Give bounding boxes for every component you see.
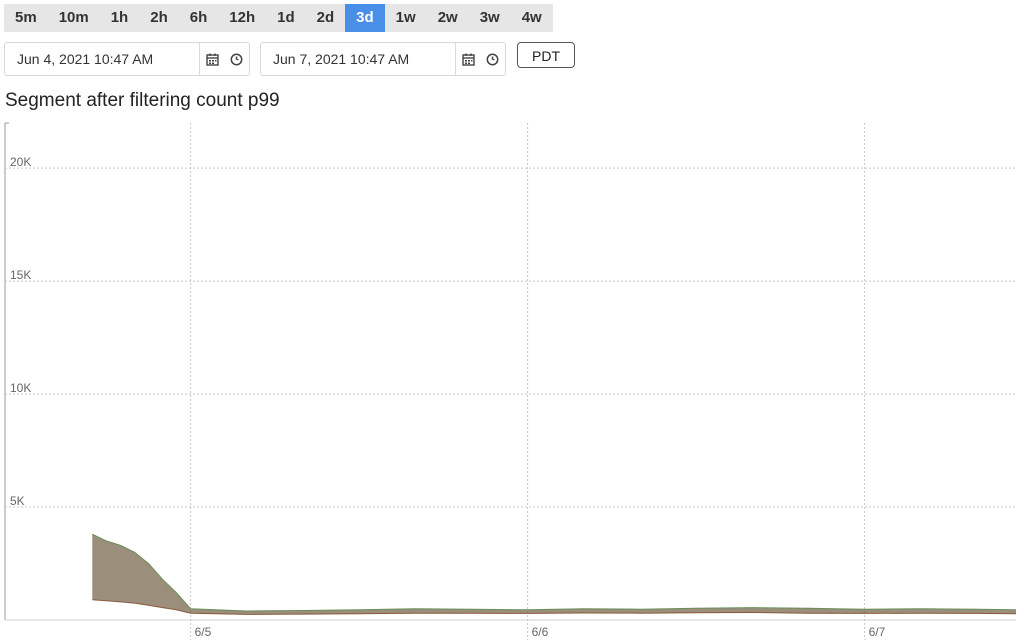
x-tick-label: 6/7 (869, 625, 886, 639)
range-button-10m[interactable]: 10m (58, 9, 89, 26)
range-button-12h[interactable]: 12h (229, 9, 256, 26)
range-button-2h[interactable]: 2h (150, 9, 168, 26)
series-line-1 (92, 599, 1017, 615)
range-button-6h[interactable]: 6h (189, 9, 208, 26)
range-button-1h[interactable]: 1h (110, 9, 129, 26)
range-button-3w[interactable]: 3w (479, 9, 500, 26)
range-button-5m[interactable]: 5m (15, 9, 37, 26)
range-button-3d[interactable]: 3d (345, 4, 385, 32)
end-date-picker (260, 42, 506, 76)
y-tick-label: 15K (10, 268, 31, 282)
x-tick-label: 6/5 (195, 625, 212, 639)
y-tick-label: 20K (10, 155, 31, 169)
timezone-button[interactable]: PDT (517, 42, 575, 68)
range-button-1d[interactable]: 1d (277, 9, 295, 26)
range-button-4w[interactable]: 4w (521, 9, 542, 26)
y-tick-label: 10K (10, 381, 31, 395)
clock-icon[interactable] (480, 43, 505, 75)
range-button-2w[interactable]: 2w (437, 9, 458, 26)
end-date-input[interactable] (261, 43, 455, 75)
calendar-icon[interactable] (200, 43, 225, 75)
calendar-icon[interactable] (456, 43, 481, 75)
clock-icon[interactable] (224, 43, 249, 75)
series-line-0 (92, 533, 1017, 612)
chart-title: Segment after filtering count p99 (5, 90, 280, 111)
start-date-picker (4, 42, 250, 76)
series-band (92, 534, 1017, 615)
divider (199, 43, 200, 75)
divider (455, 43, 456, 75)
range-button-2d[interactable]: 2d (316, 9, 335, 26)
y-tick-label: 5K (10, 494, 25, 508)
range-button-1w[interactable]: 1w (395, 9, 416, 26)
line-chart: 5K 10K 15K 20K 6/5 6/6 6/7 (4, 122, 1017, 640)
start-date-input[interactable] (5, 43, 199, 75)
time-range-selector: 5m 10m 1h 2h 6h 12h 1d 2d 3d 1w 2w 3w 4w (4, 4, 553, 32)
x-tick-label: 6/6 (532, 625, 549, 639)
